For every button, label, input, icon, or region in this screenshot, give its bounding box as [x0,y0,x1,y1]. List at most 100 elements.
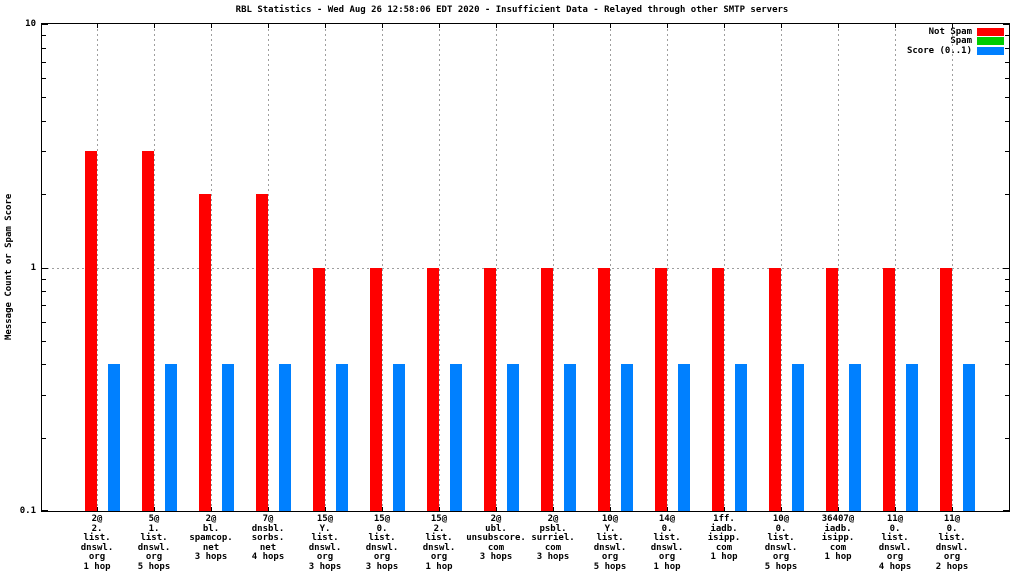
vertical-gridline [439,24,440,511]
legend-item: Not Spam [907,27,1004,37]
x-tick-label-line: dnsbl. [251,523,285,534]
vertical-gridline [952,24,953,511]
legend-swatch [977,46,1004,55]
x-tick-label-line: Y. [604,523,616,534]
x-tick-label-line: isipp. [707,533,741,543]
score-0-1--bar [849,364,861,511]
x-tick [781,507,782,511]
vertical-gridline [97,24,98,511]
x-tick-label-line: 10@ [772,514,790,524]
x-tick-label-line: 2@ [547,514,559,524]
y-tick-label: 0.1 [19,506,36,516]
y-minor-tick [1005,48,1009,49]
x-tick-label-line: list. [767,533,795,543]
x-tick-label: 15@ Y. list. dnswl. org 3 hops [280,514,370,572]
x-tick-label-line: dnswl. [764,542,798,553]
y-minor-tick [42,62,46,63]
x-tick-label-line: 1 hop [425,561,453,572]
x-tick-label-line: 10@ [601,514,619,524]
vertical-gridline [268,24,269,511]
y-major-tick [42,24,48,25]
score-0-1--bar [450,364,462,511]
x-tick-label-line: 11@ [943,514,961,524]
legend-item: Spam [907,36,1004,46]
y-major-tick [1003,510,1009,511]
x-tick-label-line: list. [653,533,681,543]
x-tick-label-line: isipp. [821,533,855,543]
x-tick-label-line: 3 hops [479,552,513,562]
x-tick-label-line: 36407@ [821,514,855,524]
x-tick [496,24,497,28]
x-tick-label-line: 2. [91,523,103,534]
x-tick-label-line: com [715,542,733,553]
horizontal-gridline [42,268,1009,269]
vertical-gridline [895,24,896,511]
not-spam-bar [598,268,610,511]
x-tick-label: 10@ Y. list. dnswl. org 5 hops [565,514,655,572]
x-tick-label: 2@ 2. list. dnswl. org 1 hop [52,514,142,572]
not-spam-bar [370,268,382,511]
x-tick-label-line: 3 hops [536,552,570,562]
legend-swatch [977,37,1004,46]
x-tick [154,507,155,511]
x-tick-label-line: 0. [889,523,901,534]
vertical-gridline [838,24,839,511]
score-0-1--bar [393,364,405,511]
x-tick [154,24,155,28]
x-tick [724,24,725,28]
not-spam-bar [199,194,211,511]
vertical-gridline [781,24,782,511]
y-minor-tick [42,322,46,323]
x-tick-label-line: 2@ [490,514,502,524]
y-minor-tick [1005,438,1009,439]
vertical-gridline [610,24,611,511]
x-tick-label-line: 0. [661,523,673,534]
x-tick-label-line: 1ff. [713,514,735,524]
vertical-gridline [325,24,326,511]
x-tick-label: 2@ psbl. surriel. com 3 hops [508,514,598,563]
x-tick-label-line: com [829,542,847,553]
not-spam-bar [769,268,781,511]
score-0-1--bar [792,364,804,511]
x-tick-label: 15@ 2. list. dnswl. org 1 hop [394,514,484,572]
x-tick [781,24,782,28]
y-minor-tick [42,121,46,122]
y-minor-tick [1005,279,1009,280]
y-minor-tick [42,97,46,98]
x-tick-label-line: org [316,552,334,562]
y-minor-tick [42,78,46,79]
x-tick-label: 11@ 0. list. dnswl. org 4 hops [850,514,940,572]
y-major-tick [42,510,48,511]
x-tick-label-line: org [601,552,619,562]
x-tick [952,507,953,511]
y-major-tick [1003,268,1009,269]
y-minor-tick [1005,62,1009,63]
x-tick-label-line: 14@ [658,514,676,524]
x-tick-label-line: 4 hops [878,561,912,572]
not-spam-bar [256,194,268,511]
x-tick-label-line: surriel. [531,533,575,543]
x-tick-label-line: 2 hops [935,561,969,572]
score-0-1--bar [906,364,918,511]
y-minor-tick [1005,97,1009,98]
y-minor-tick [42,341,46,342]
x-tick [211,24,212,28]
x-tick-label-line: 1. [148,523,160,534]
x-tick [211,507,212,511]
y-minor-tick [1005,194,1009,195]
x-tick-label: 14@ 0. list. dnswl. org 1 hop [622,514,712,572]
not-spam-bar [85,151,97,511]
vertical-gridline [553,24,554,511]
x-tick-label-line: 1 hop [83,561,111,572]
y-minor-tick [42,291,46,292]
x-tick-label-line: 4 hops [251,552,285,562]
not-spam-bar [826,268,838,511]
y-minor-tick [1005,291,1009,292]
x-tick-label: 36407@ iadb. isipp. com 1 hop [793,514,883,563]
y-minor-tick [1005,35,1009,36]
vertical-gridline [211,24,212,511]
x-tick-label-line: dnswl. [365,542,399,553]
not-spam-bar [313,268,325,511]
x-tick-label-line: org [658,552,676,562]
x-tick [838,507,839,511]
